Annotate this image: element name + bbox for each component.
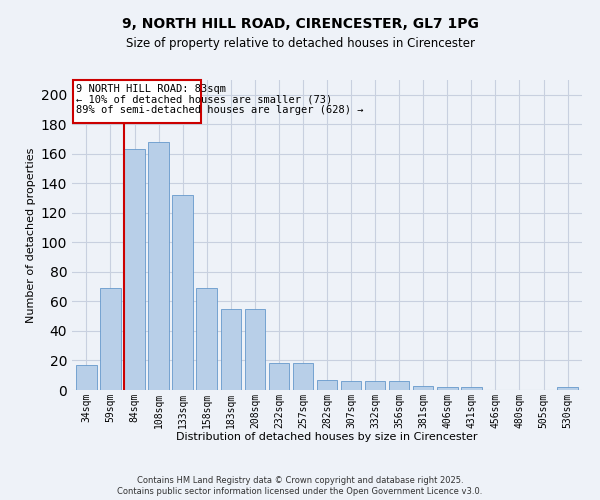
Bar	[293, 364, 313, 390]
Bar	[413, 386, 433, 390]
Text: Size of property relative to detached houses in Cirencester: Size of property relative to detached ho…	[125, 38, 475, 51]
Bar	[172, 195, 193, 390]
Bar	[76, 365, 97, 390]
Bar	[148, 142, 169, 390]
Bar	[437, 387, 458, 390]
Bar	[221, 309, 241, 390]
FancyBboxPatch shape	[73, 80, 201, 123]
Bar	[389, 381, 409, 390]
Text: 89% of semi-detached houses are larger (628) →: 89% of semi-detached houses are larger (…	[76, 105, 364, 115]
Bar	[461, 387, 482, 390]
X-axis label: Distribution of detached houses by size in Cirencester: Distribution of detached houses by size …	[176, 432, 478, 442]
Y-axis label: Number of detached properties: Number of detached properties	[26, 148, 37, 322]
Bar	[341, 381, 361, 390]
Bar	[365, 381, 385, 390]
Bar	[100, 288, 121, 390]
Text: 9 NORTH HILL ROAD: 83sqm: 9 NORTH HILL ROAD: 83sqm	[76, 84, 226, 94]
Text: Contains public sector information licensed under the Open Government Licence v3: Contains public sector information licen…	[118, 487, 482, 496]
Bar	[557, 387, 578, 390]
Bar	[317, 380, 337, 390]
Bar	[269, 364, 289, 390]
Text: Contains HM Land Registry data © Crown copyright and database right 2025.: Contains HM Land Registry data © Crown c…	[137, 476, 463, 485]
Bar	[245, 309, 265, 390]
Text: 9, NORTH HILL ROAD, CIRENCESTER, GL7 1PG: 9, NORTH HILL ROAD, CIRENCESTER, GL7 1PG	[122, 18, 478, 32]
Text: ← 10% of detached houses are smaller (73): ← 10% of detached houses are smaller (73…	[76, 95, 332, 105]
Bar	[196, 288, 217, 390]
Bar	[124, 150, 145, 390]
